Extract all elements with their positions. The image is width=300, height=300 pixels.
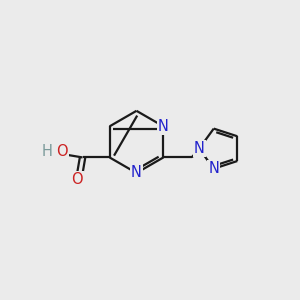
Text: N: N (208, 161, 219, 176)
Text: O: O (71, 172, 83, 188)
Text: N: N (131, 166, 142, 181)
Text: O: O (56, 144, 68, 159)
Text: N: N (194, 141, 205, 156)
Text: H: H (41, 144, 52, 159)
Text: N: N (158, 119, 169, 134)
